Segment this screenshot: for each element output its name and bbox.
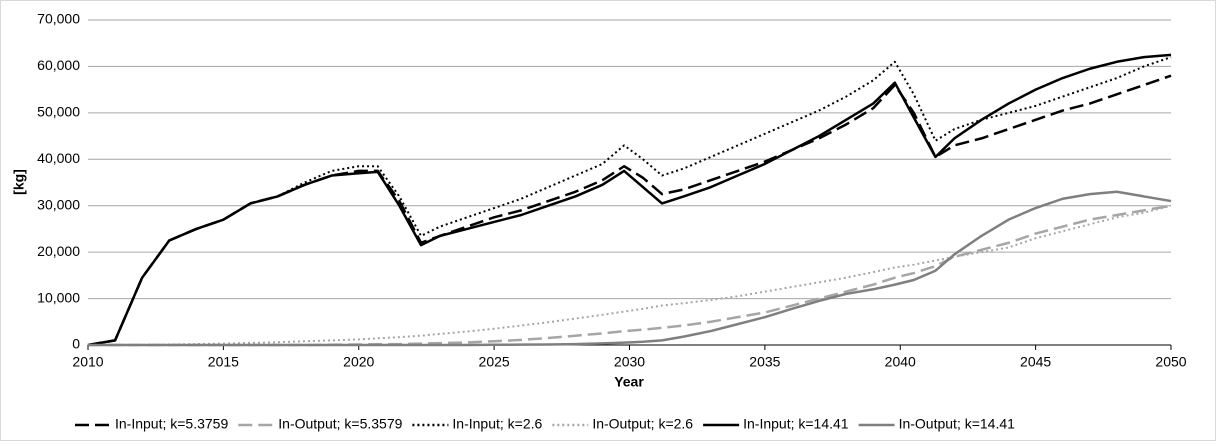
series-line — [88, 204, 1172, 347]
x-axis-title: Year — [614, 374, 644, 390]
y-tick-label: 10,000 — [37, 289, 80, 305]
y-tick-label: 0 — [72, 336, 80, 352]
legend-label: In-Output; k=2.6 — [592, 416, 693, 432]
legend-label: In-Input; k=14.41 — [743, 416, 849, 432]
series-line — [87, 56, 1172, 346]
x-tick-label: 2035 — [749, 354, 780, 370]
y-tick-label: 30,000 — [37, 196, 80, 212]
y-tick-label: 50,000 — [37, 104, 80, 120]
x-tick-label: 2045 — [1020, 354, 1051, 370]
x-tick-label: 2050 — [1155, 354, 1186, 370]
y-tick-label: 20,000 — [37, 243, 80, 259]
x-tick-label: 2010 — [72, 354, 103, 370]
legend-label: In-Input; k=2.6 — [452, 416, 542, 432]
legend-label: In-Input; k=5.3759 — [115, 416, 228, 432]
x-tick-label: 2015 — [208, 354, 239, 370]
series-line — [87, 204, 1172, 346]
y-axis-title: [kg] — [11, 169, 27, 195]
legend-label: In-Output; k=5.3579 — [278, 416, 402, 432]
x-tick-label: 2025 — [479, 354, 510, 370]
series-line — [88, 190, 1172, 347]
x-tick-label: 2040 — [885, 354, 916, 370]
series-line — [87, 53, 1172, 347]
y-tick-label: 70,000 — [37, 11, 80, 27]
y-tick-label: 40,000 — [37, 150, 80, 166]
legend-label: In-Output; k=14.41 — [899, 416, 1016, 432]
x-tick-label: 2020 — [343, 354, 374, 370]
x-tick-label: 2030 — [614, 354, 645, 370]
y-tick-label: 60,000 — [37, 57, 80, 73]
